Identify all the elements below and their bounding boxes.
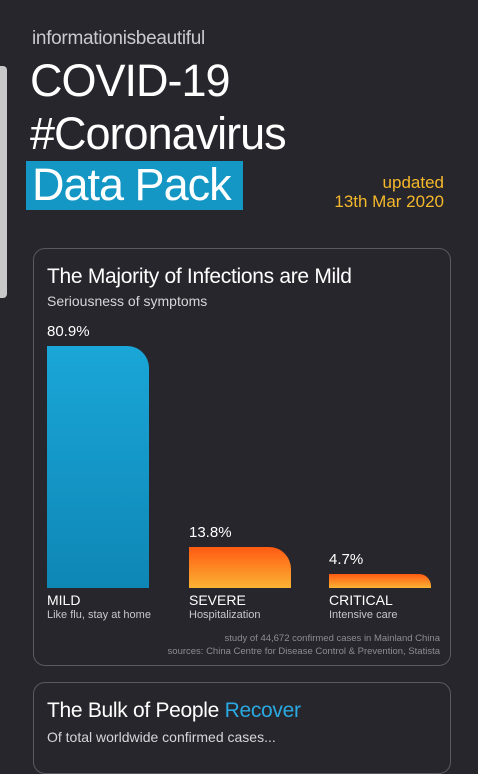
updated-stamp: updated 13th Mar 2020 <box>334 173 444 211</box>
brand-name: informationisbeautiful <box>32 28 205 49</box>
recover-card: The Bulk of People Recover Of total worl… <box>33 682 451 774</box>
title-hashtag: #Coronavirus <box>30 108 287 159</box>
severity-card: The Majority of Infections are Mild Seri… <box>33 248 451 666</box>
recover-title-prefix: The Bulk of People <box>47 699 225 722</box>
category-note-severe: Hospitalization <box>189 609 261 621</box>
recover-title: The Bulk of People Recover <box>47 699 301 723</box>
value-label-mild: 80.9% <box>47 323 90 340</box>
category-note-mild: Like flu, stay at home <box>47 609 151 621</box>
card-subtitle: Seriousness of symptoms <box>47 293 208 309</box>
card-title: The Majority of Infections are Mild <box>47 265 352 288</box>
category-label-severe: SEVERE <box>189 592 246 608</box>
updated-label: updated <box>382 173 444 192</box>
study-note: study of 44,672 confirmed cases in Mainl… <box>224 633 440 644</box>
bar-critical <box>329 574 431 588</box>
category-note-critical: Intensive care <box>329 609 398 621</box>
bar-mild <box>47 346 149 588</box>
data-pack-label: Data Pack <box>32 159 232 210</box>
category-label-critical: CRITICAL <box>329 592 393 608</box>
data-pack-badge: Data Pack <box>26 159 243 210</box>
title-covid: COVID-19 <box>30 55 231 106</box>
recover-title-highlight: Recover <box>224 699 301 722</box>
bar-severe <box>189 547 291 588</box>
updated-date: 13th Mar 2020 <box>334 192 444 211</box>
scrollbar-handle[interactable] <box>0 66 7 298</box>
recover-subtitle: Of total worldwide confirmed cases... <box>47 729 276 745</box>
sources-note: sources: China Centre for Disease Contro… <box>167 646 440 657</box>
value-label-critical: 4.7% <box>329 551 364 568</box>
category-label-mild: MILD <box>47 592 81 608</box>
value-label-severe: 13.8% <box>189 524 232 541</box>
